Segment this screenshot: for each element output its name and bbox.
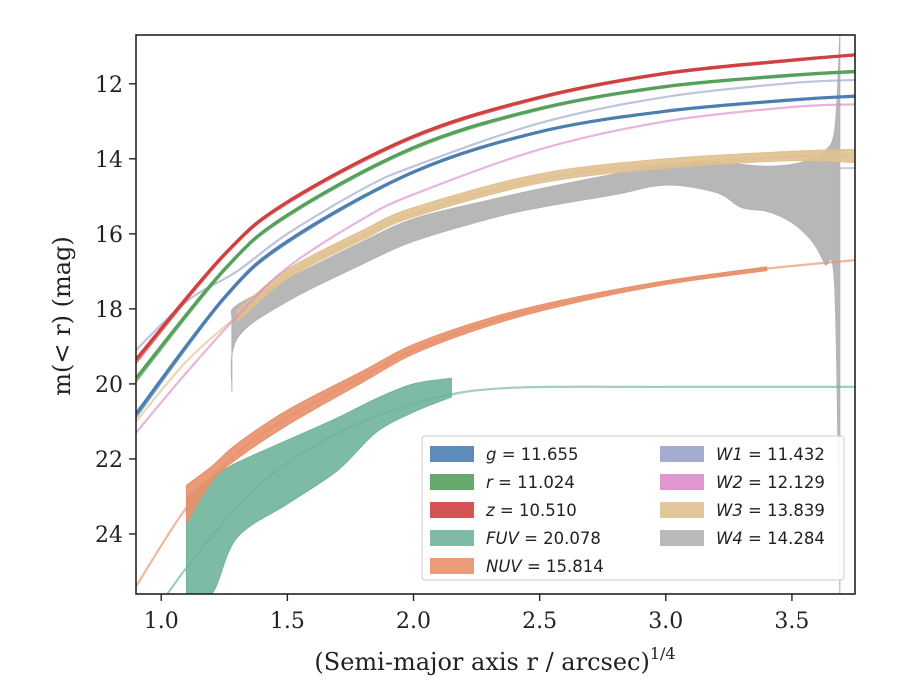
fit-line-FUV (165, 385, 855, 594)
x-tick-label: 2.0 (396, 609, 431, 634)
legend-label: r = 11.024 (486, 473, 575, 492)
legend-swatch (660, 502, 704, 518)
x-axis-label: (Semi-major axis r / arcsec)1/4 (314, 644, 675, 676)
fit-line-g (136, 96, 855, 419)
series-FUV (165, 377, 855, 594)
legend-item-r: r = 11.024 (430, 473, 575, 492)
x-axis: 1.0 1.5 2.0 2.5 3.0 3.5 (144, 594, 809, 634)
legend-item-W3: W3 = 13.839 (660, 501, 825, 520)
series-W1 (136, 78, 855, 351)
y-tick-label: 24 (95, 523, 123, 548)
legend-frame (421, 435, 845, 581)
legend-label: FUV = 20.078 (486, 529, 601, 548)
x-axis-label-power: 1/4 (650, 644, 676, 663)
legend-label: z = 10.510 (485, 501, 577, 520)
obs-line-z (136, 53, 855, 361)
x-tick-label: 1.0 (144, 609, 179, 634)
legend-swatch (660, 474, 704, 490)
x-tick-label: 1.5 (270, 609, 305, 634)
fit-line-W2 (136, 103, 855, 434)
x-axis-label-text: (Semi-major axis r / arcsec) (314, 648, 649, 676)
legend-label: W1 = 11.432 (716, 445, 825, 464)
series-r (136, 69, 855, 383)
y-tick-label: 16 (95, 223, 123, 248)
series-NUV (136, 259, 855, 588)
legend-swatch (660, 446, 704, 462)
series-W2 (136, 103, 855, 434)
legend: g = 11.655 r = 11.024 z = 10.510 FUV = 20.0… (421, 435, 845, 581)
legend-swatch (430, 474, 474, 490)
y-axis-label: m(< r) (mag) (48, 236, 76, 395)
series-g (136, 94, 855, 419)
legend-label: NUV = 15.814 (486, 557, 604, 576)
legend-item-g: g = 11.655 (430, 445, 579, 464)
fit-line-NUV (136, 259, 855, 588)
legend-item-W4: W4 = 14.284 (660, 529, 825, 548)
plot-area (136, 35, 855, 594)
legend-item-FUV: FUV = 20.078 (430, 529, 601, 548)
y-tick-label: 18 (95, 298, 123, 323)
legend-swatch (430, 446, 474, 462)
legend-label: g = 11.655 (486, 445, 579, 464)
legend-swatch (660, 530, 704, 546)
legend-swatch (430, 530, 474, 546)
legend-label: W4 = 14.284 (716, 529, 825, 548)
fit-line-W3 (136, 153, 855, 423)
y-tick-label: 12 (95, 73, 123, 98)
legend-item-z: z = 10.510 (430, 501, 577, 520)
legend-item-NUV: NUV = 15.814 (430, 557, 604, 576)
y-axis: 12 14 16 18 20 22 24 (95, 73, 136, 548)
y-tick-label: 20 (95, 373, 123, 398)
legend-item-W1: W1 = 11.432 (660, 445, 825, 464)
x-tick-label: 3.5 (774, 609, 809, 634)
series-W3 (136, 148, 855, 423)
x-tick-label: 2.5 (522, 609, 557, 634)
plot-frame (135, 34, 856, 595)
y-tick-label: 22 (95, 448, 123, 473)
legend-swatch (430, 502, 474, 518)
obs-line-g (136, 94, 855, 415)
fit-line-W1 (136, 78, 855, 351)
legend-item-W2: W2 = 12.129 (660, 473, 825, 492)
legend-label: W3 = 13.839 (716, 501, 825, 520)
legend-label: W2 = 12.129 (716, 473, 825, 492)
y-tick-label: 14 (95, 148, 123, 173)
series-z (136, 53, 855, 364)
band-NUV (185, 266, 768, 525)
band-FUV (185, 377, 452, 594)
band-W3 (236, 148, 855, 324)
legend-swatch (430, 558, 474, 574)
obs-line-r (136, 69, 855, 380)
x-tick-label: 3.0 (648, 609, 683, 634)
